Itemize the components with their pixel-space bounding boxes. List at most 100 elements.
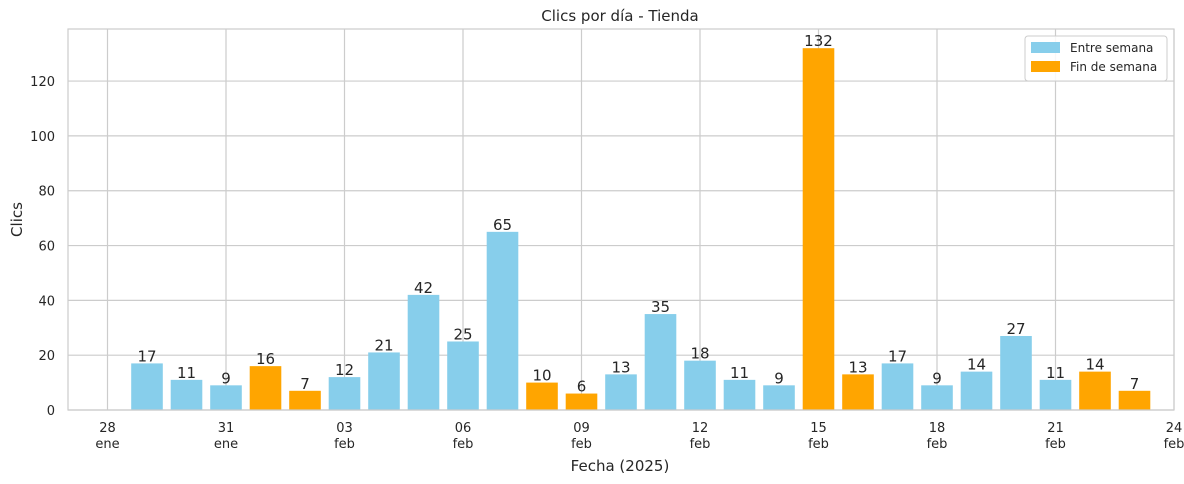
bar-value-label: 6 (577, 378, 587, 396)
x-tick-label: 12 feb (690, 421, 711, 452)
bar-value-label: 14 (1085, 356, 1104, 374)
x-tick-label-line: ene (95, 437, 119, 452)
chart-title: Clics por día - Tienda (541, 7, 698, 25)
bar-weekday (723, 379, 756, 410)
bar-weekday (486, 231, 519, 410)
bar-weekend (526, 382, 558, 410)
bar-value-label: 11 (730, 364, 749, 382)
legend-box (1024, 35, 1168, 82)
bar-weekday (881, 363, 914, 410)
bar-value-label: 17 (888, 347, 907, 365)
x-tick-label-line: feb (927, 437, 948, 452)
bar-weekend (1079, 371, 1111, 410)
bar-value-label: 11 (1046, 364, 1065, 382)
bar-value-label: 13 (848, 358, 867, 376)
bar-value-label: 17 (137, 347, 156, 365)
bar-value-label: 14 (967, 356, 986, 374)
bar-value-label: 9 (932, 369, 942, 387)
bar-weekday (1039, 379, 1072, 410)
x-tick-label-line: feb (1164, 437, 1184, 452)
bar-weekday (407, 294, 440, 410)
bar-weekday (447, 341, 479, 410)
bar-weekday (131, 363, 163, 410)
legend: Entre semana Fin de semana (1024, 35, 1168, 82)
bar-value-label: 12 (335, 361, 354, 379)
bar-value-label: 16 (256, 350, 275, 368)
x-tick-label-line: feb (453, 437, 474, 452)
x-tick-label-line: 31 (218, 421, 235, 436)
y-tick-label: 40 (38, 294, 55, 309)
y-tick-label: 100 (30, 130, 55, 145)
bar-value-label: 11 (177, 364, 196, 382)
bar-value-label: 13 (611, 358, 630, 376)
x-tick-label-line: 28 (99, 421, 116, 436)
legend-swatch (1031, 61, 1060, 72)
bar-value-label: 21 (374, 336, 393, 354)
bar-weekday (605, 374, 637, 410)
bar-value-label: 25 (453, 325, 472, 343)
bar-value-label: 7 (1130, 375, 1140, 393)
x-tick-label: 06 feb (453, 421, 474, 452)
x-tick-label-line: 09 (573, 421, 590, 436)
x-tick-label-line: feb (334, 437, 355, 452)
x-tick-label: 18 feb (927, 421, 948, 452)
x-tick-label-line: 06 (455, 421, 472, 436)
bars-group (131, 48, 1151, 411)
bar-weekday (368, 352, 400, 410)
bar-value-label: 65 (493, 216, 512, 234)
bar-value-label: 9 (221, 369, 231, 387)
bar-value-label: 9 (774, 369, 784, 387)
bar-weekend (842, 374, 874, 410)
bar-weekend (289, 390, 321, 410)
x-tick-label-line: 03 (336, 421, 353, 436)
x-tick-label-line: feb (690, 437, 711, 452)
x-tick-label: 21 feb (1045, 421, 1066, 452)
x-tick-label-line: feb (571, 437, 592, 452)
bar-weekday (763, 385, 795, 410)
y-tick-label: 80 (38, 185, 55, 200)
x-tick-label: 31 ene (214, 421, 238, 452)
bar-weekday (921, 385, 953, 410)
bar-weekday (684, 360, 716, 410)
bar-value-label: 35 (651, 298, 670, 316)
bar-weekend (565, 393, 598, 410)
bar-weekday (210, 385, 242, 410)
x-tick-label: 24 feb (1164, 421, 1184, 452)
bar-weekend (249, 366, 282, 410)
bar-value-label: 18 (690, 345, 709, 363)
legend-label: Fin de semana (1070, 60, 1157, 74)
x-tick-label-line: 12 (692, 421, 709, 436)
y-axis-label: Clics (8, 202, 26, 237)
bar-value-label: 10 (532, 367, 551, 385)
y-tick-label: 60 (38, 240, 55, 255)
y-tick-label: 120 (30, 75, 55, 90)
x-tick-label: 28 ene (95, 421, 119, 452)
x-tick-label-line: 15 (810, 421, 827, 436)
y-tick-label: 20 (38, 349, 55, 364)
x-tick-label-line: feb (808, 437, 829, 452)
bar-weekday (328, 377, 361, 410)
x-tick-label: 15 feb (808, 421, 829, 452)
x-tick-label: 09 feb (571, 421, 592, 452)
bar-weekday (960, 371, 993, 410)
x-tick-label-line: 21 (1047, 421, 1064, 436)
legend-swatch (1031, 42, 1060, 53)
y-tick-label: 0 (47, 404, 55, 419)
y-axis-ticks: 0 20 40 60 80 100 120 (30, 75, 55, 419)
bar-weekday (170, 379, 203, 410)
x-tick-label-line: 24 (1166, 421, 1183, 436)
legend-label: Entre semana (1070, 41, 1153, 55)
bar-weekday (1000, 335, 1032, 410)
bar-value-label: 7 (300, 375, 310, 393)
plot-frame (67, 28, 1175, 411)
x-axis-label: Fecha (2025) (571, 457, 670, 475)
x-tick-label-line: ene (214, 437, 238, 452)
bar-weekday (644, 314, 677, 410)
x-tick-label-line: feb (1045, 437, 1066, 452)
x-tick-label-line: 18 (929, 421, 946, 436)
bar-value-label: 27 (1006, 320, 1025, 338)
bar-labels-group: 17 11 9 16 7 12 21 42 25 65 10 6 13 35 18 11 9 132 13 17 9 14… (137, 32, 1139, 395)
x-tick-label: 03 feb (334, 421, 355, 452)
